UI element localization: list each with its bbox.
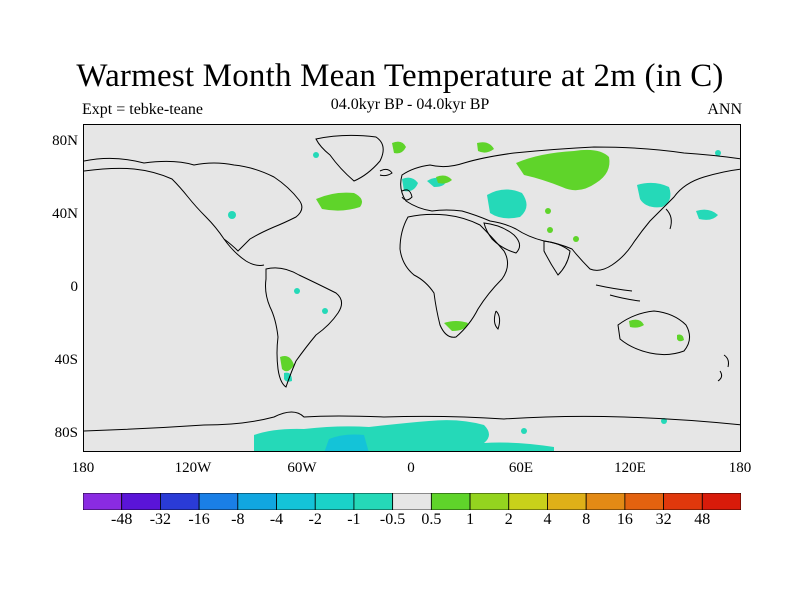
colorbar-swatch xyxy=(624,493,664,510)
colorbar-tick-label: 4 xyxy=(543,511,552,528)
coast-new-zealand xyxy=(717,354,729,382)
coast-madagascar xyxy=(493,310,501,330)
antarctic-cool-patch-inner xyxy=(324,434,369,451)
world-map xyxy=(83,124,741,452)
small-cool-dot xyxy=(322,308,328,314)
southern-africa-warm-patch xyxy=(444,321,468,331)
coast-north-america xyxy=(84,157,303,252)
coast-africa xyxy=(399,213,508,338)
colorbar-tick-label: -48 xyxy=(111,511,133,528)
europe-warm-patch xyxy=(436,175,452,184)
lon-label-60e: 60E xyxy=(508,460,534,476)
coast-arabia xyxy=(483,222,520,254)
colorbar-tick-label: 8 xyxy=(582,511,591,528)
coast-indonesia xyxy=(595,284,641,302)
colorbar-swatch xyxy=(160,493,200,510)
australia-small-patch xyxy=(677,334,684,342)
colorbar-swatch xyxy=(430,493,471,510)
colorbar xyxy=(83,493,741,510)
colorbar-swatch xyxy=(121,493,161,510)
colorbar-swatch xyxy=(663,493,703,510)
scandinavia-cool-patch xyxy=(402,177,418,192)
small-warm-dot xyxy=(547,227,553,233)
map-canvas xyxy=(84,134,740,451)
small-warm-dot xyxy=(545,208,551,214)
lon-label-60w: 60W xyxy=(287,460,317,476)
lat-label-80n: 80N xyxy=(52,133,78,149)
coast-india xyxy=(543,240,571,276)
coast-eurasia xyxy=(400,146,740,271)
lon-label-180w: 180 xyxy=(71,460,95,476)
colorbar-swatch xyxy=(353,493,394,510)
coast-japan xyxy=(665,208,672,230)
plot-title: Warmest Month Mean Temperature at 2m (in… xyxy=(76,58,724,94)
colorbar-swatch xyxy=(314,493,355,510)
coast-uk xyxy=(401,189,413,201)
anomaly-patches xyxy=(228,141,721,451)
east-asia-cool-patch xyxy=(637,182,671,208)
coast-greenland xyxy=(315,134,384,182)
coast-south-america xyxy=(265,267,342,388)
colorbar-swatch xyxy=(585,493,626,510)
pacific-cool-patch xyxy=(696,209,718,220)
lon-label-120e: 120E xyxy=(614,460,646,476)
colorbar-swatch xyxy=(237,493,277,510)
colorbar-tick-label: 1 xyxy=(466,511,475,528)
lon-label-120w: 120W xyxy=(174,460,212,476)
colorbar-swatch xyxy=(392,493,432,510)
colorbar-tick-label: -4 xyxy=(269,511,284,528)
experiment-label: Expt = tebke-teane xyxy=(82,101,203,118)
lat-label-40s: 40S xyxy=(54,352,78,368)
small-cool-dot xyxy=(521,428,527,434)
lat-label-40n: 40N xyxy=(52,206,78,222)
coastlines xyxy=(84,134,740,432)
period-label: 04.0kyr BP - 04.0kyr BP xyxy=(330,96,490,113)
coast-antarctica xyxy=(84,411,740,432)
colorbar-tick-label: -16 xyxy=(188,511,210,528)
small-cool-dot xyxy=(228,211,236,219)
colorbar-tick-label: -32 xyxy=(149,511,172,528)
colorbar-swatch xyxy=(198,493,239,510)
north-atlantic-warm-patch xyxy=(316,192,362,211)
colorbar-tick-label: 48 xyxy=(694,511,711,528)
colorbar-swatch xyxy=(469,493,510,510)
coast-iceland xyxy=(379,168,393,177)
colorbar-tick-label: 2 xyxy=(504,511,513,528)
colorbar-tick-label: 32 xyxy=(655,511,672,528)
colorbar-tick-label: -8 xyxy=(231,511,245,528)
colorbar-swatch xyxy=(701,493,741,510)
colorbar-swatch xyxy=(508,493,548,510)
lon-label-180e: 180 xyxy=(728,460,752,476)
colorbar-tick-label: -2 xyxy=(308,511,322,528)
arctic-warm-patch xyxy=(477,142,494,153)
season-label: ANN xyxy=(707,101,742,118)
greenland-warm-patch xyxy=(392,141,406,154)
colorbar-swatch xyxy=(276,493,316,510)
antarctic-cool-patch xyxy=(254,420,554,451)
small-cool-dot xyxy=(715,150,721,156)
colorbar-tick-label: 16 xyxy=(616,511,633,528)
small-cool-dot xyxy=(661,418,667,424)
colorbar-swatch xyxy=(547,493,587,510)
colorbar-tick-label: 0.5 xyxy=(421,511,442,528)
coast-central-america xyxy=(223,238,265,266)
patagonia-warm-patch xyxy=(280,356,294,372)
lon-label-0: 0 xyxy=(407,460,415,476)
small-cool-dot xyxy=(313,152,319,158)
australia-warm-patch xyxy=(629,319,644,328)
central-asia-cool-patch xyxy=(487,189,527,219)
small-cool-dot xyxy=(294,288,300,294)
siberia-warm-patch xyxy=(516,149,610,191)
colorbar-tick-label: -1 xyxy=(347,511,361,528)
lat-label-80s: 80S xyxy=(54,425,78,441)
colorbar-swatch xyxy=(83,493,123,510)
lat-label-0: 0 xyxy=(70,279,79,295)
coast-australia xyxy=(617,310,690,356)
colorbar-tick-label: -0.5 xyxy=(379,511,406,528)
small-warm-dot xyxy=(573,236,579,242)
